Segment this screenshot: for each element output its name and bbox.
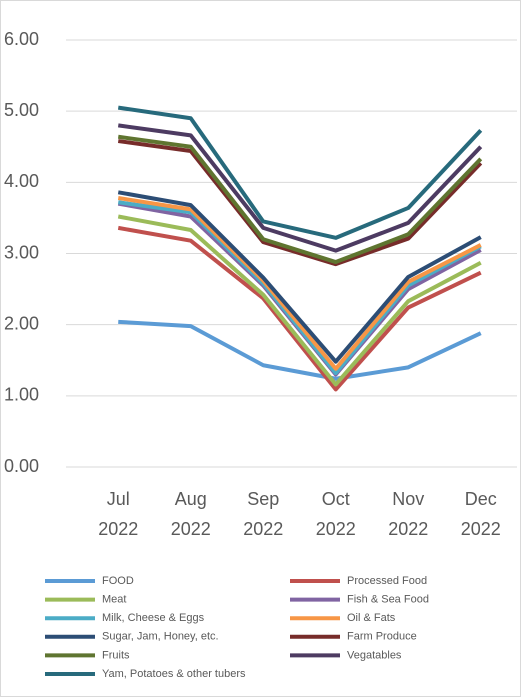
y-tick-label: 4.00 bbox=[4, 171, 39, 191]
series-line bbox=[118, 319, 482, 381]
legend-label: Oil & Fats bbox=[347, 612, 396, 624]
legend-label: Farm Produce bbox=[347, 631, 417, 643]
x-tick-label: Sep 2022 bbox=[243, 489, 283, 539]
x-tick-label: Nov 2022 bbox=[388, 489, 428, 539]
series-line bbox=[117, 105, 483, 240]
legend-label: Milk, Cheese & Eggs bbox=[102, 612, 205, 624]
x-tick-label: Aug 2022 bbox=[171, 489, 211, 539]
series-line bbox=[117, 196, 482, 371]
series-line bbox=[117, 190, 482, 364]
legend-label: Processed Food bbox=[347, 575, 427, 587]
x-tick-label: Jul 2022 bbox=[98, 489, 138, 539]
legend-label: Fruits bbox=[102, 649, 130, 661]
series-line bbox=[117, 123, 483, 253]
x-tick-label: Oct 2022 bbox=[316, 489, 356, 539]
legend-label: Yam, Potatoes & other tubers bbox=[102, 668, 246, 680]
series-line bbox=[117, 139, 483, 267]
x-tick-label: Dec 2022 bbox=[461, 489, 501, 539]
y-tick-label: 2.00 bbox=[4, 313, 39, 333]
series-line bbox=[117, 225, 482, 392]
y-tick-label: 5.00 bbox=[4, 100, 39, 120]
y-tick-label: 1.00 bbox=[4, 385, 39, 405]
legend-label: FOOD bbox=[102, 575, 134, 587]
y-tick-label: 0.00 bbox=[4, 456, 39, 476]
legend-label: Meat bbox=[102, 594, 126, 606]
series-line bbox=[117, 200, 482, 376]
legend-label: Fish & Sea Food bbox=[347, 594, 429, 606]
legend-label: Vegatables bbox=[347, 649, 402, 661]
series-line bbox=[117, 134, 483, 265]
y-tick-label: 3.00 bbox=[4, 242, 39, 262]
legend-label: Sugar, Jam, Honey, etc. bbox=[102, 631, 219, 643]
y-tick-label: 6.00 bbox=[4, 29, 39, 49]
series-line bbox=[117, 214, 482, 387]
